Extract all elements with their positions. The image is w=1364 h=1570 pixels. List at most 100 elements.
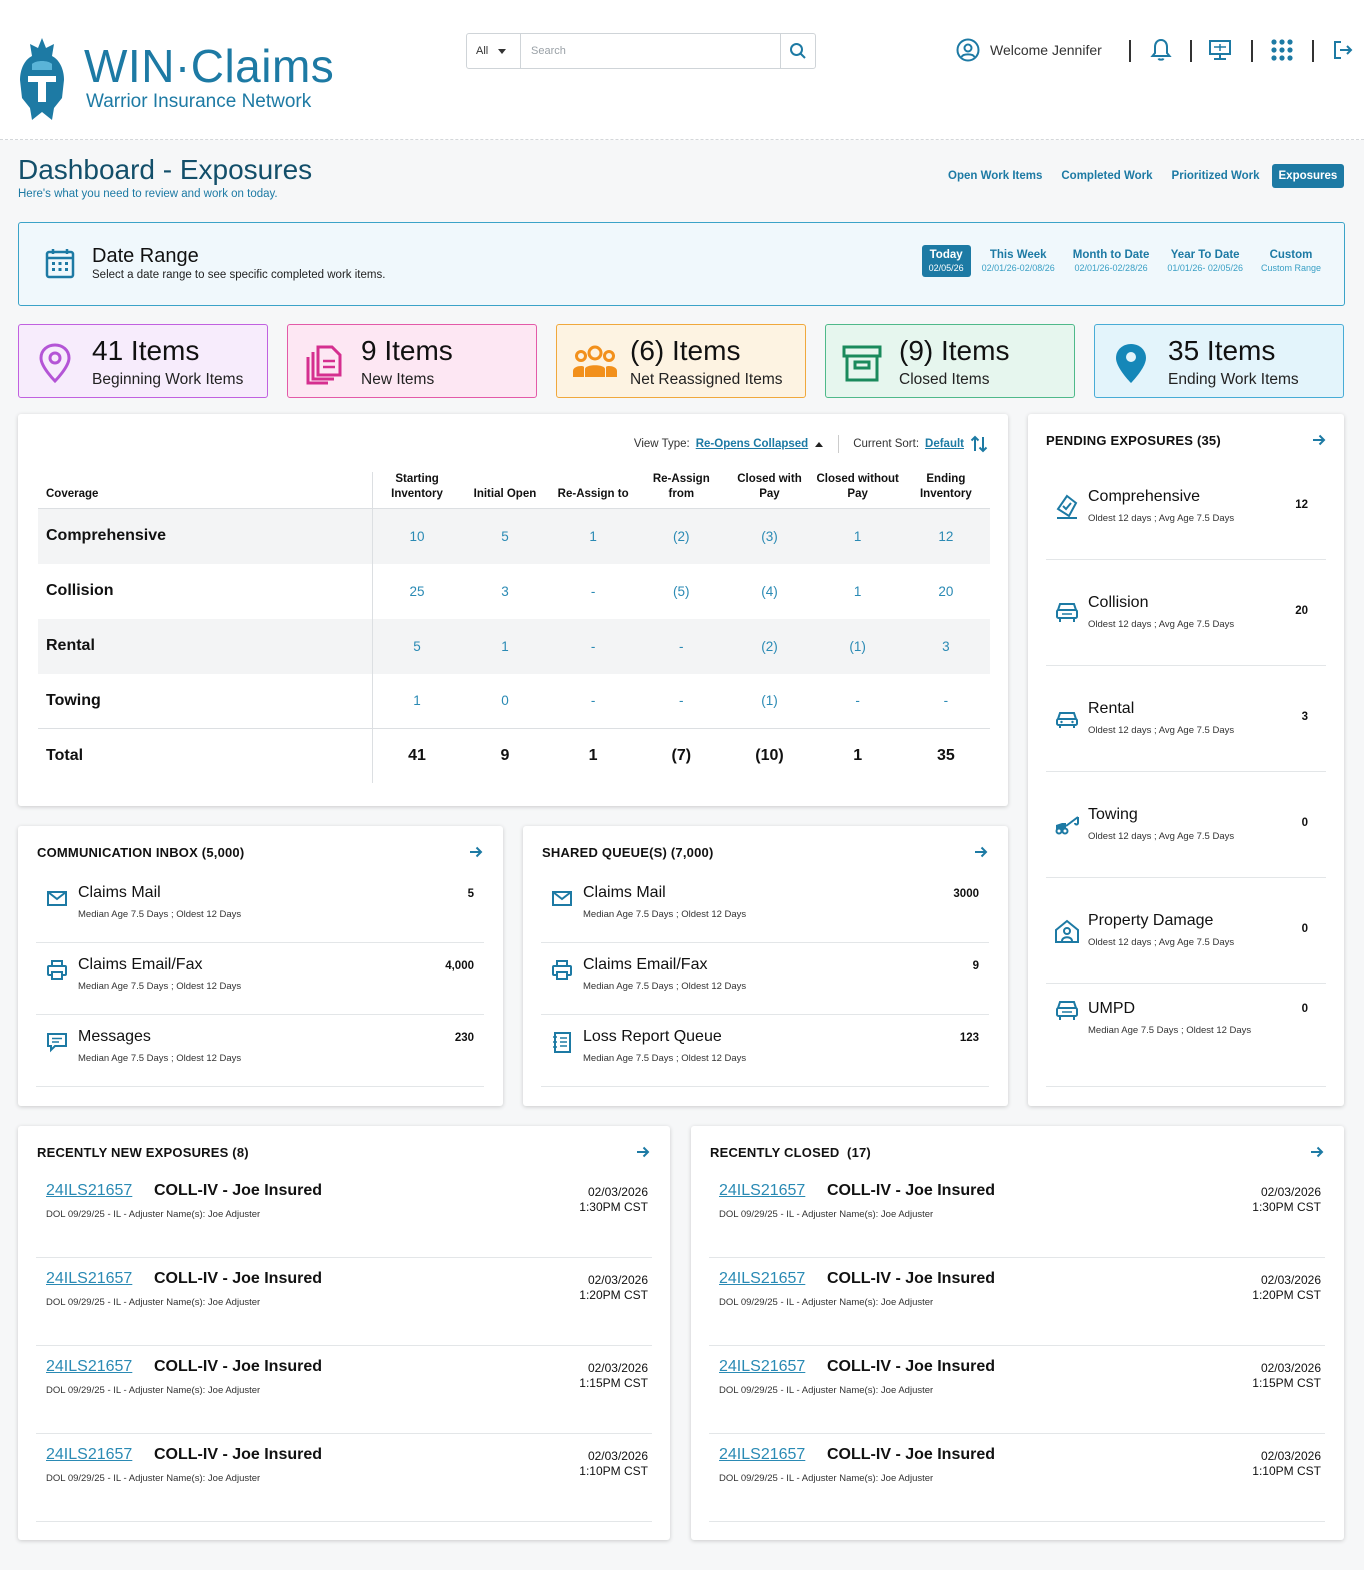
tab-exposures[interactable]: Exposures [1271,164,1345,188]
table-cell[interactable]: 1 [813,508,902,564]
stat-card-closed-items[interactable]: (9) Items Closed Items [825,324,1075,398]
card-title: RECENTLY NEW EXPOSURES (8) [37,1145,249,1160]
tab-completed-work[interactable]: Completed Work [1061,170,1153,182]
search-input[interactable] [521,34,780,68]
header-divider [1129,40,1131,62]
table-cell[interactable]: 20 [938,583,954,599]
claim-number-link[interactable]: 24ILS21657 [719,1446,806,1463]
date-option-month-to-date[interactable]: Month to Date 02/01/26-02/28/26 [1066,245,1157,277]
mail-icon [47,891,67,906]
queue-item-claims-mail[interactable]: Claims Mail Median Age 7.5 Days ; Oldest… [541,871,989,943]
pending-item-name: Property Damage [1088,912,1214,929]
arrow-right-icon[interactable] [1310,1145,1324,1159]
table-cell[interactable]: 25 [409,583,425,599]
queue-item-claims-email-fax[interactable]: Claims Email/Fax Median Age 7.5 Days ; O… [541,943,989,1015]
arrow-right-icon[interactable] [974,845,988,859]
claim-number-link[interactable]: 24ILS21657 [719,1358,806,1375]
table-cell[interactable]: 1 [460,618,550,674]
caret-up-icon[interactable] [814,440,824,448]
exposure-meta: DOL 09/29/25 - IL - Adjuster Name(s): Jo… [719,1209,934,1220]
table-cell[interactable]: - [549,618,638,674]
pending-item-umpd[interactable]: UMPD Median Age 7.5 Days ; Oldest 12 Day… [1046,984,1326,1087]
claim-number-link[interactable]: 24ILS21657 [46,1446,133,1463]
table-cell[interactable]: (2) [725,618,814,674]
inbox-item-claims-mail[interactable]: Claims Mail Median Age 7.5 Days ; Oldest… [36,871,484,943]
stat-card-ending-work-items[interactable]: 35 Items Ending Work Items [1094,324,1344,398]
sort-arrows-icon[interactable] [970,434,988,454]
stat-card-net-reassigned-items[interactable]: (6) Items Net Reassigned Items [556,324,806,398]
current-sort-toggle[interactable]: Default [925,438,964,450]
date-option-year-to-date[interactable]: Year To Date 01/01/26- 02/05/26 [1160,245,1250,277]
notifications-button[interactable] [1147,36,1175,64]
table-cell[interactable]: - [590,693,596,709]
table-cell[interactable]: (3) [725,508,814,564]
apps-grid-button[interactable] [1268,36,1296,64]
table-row: Comprehensive 10 5 1 (2) (3) 1 12 [38,508,990,564]
stat-card-beginning-work-items[interactable]: 41 Items Beginning Work Items [18,324,268,398]
table-cell[interactable]: - [855,693,860,709]
table-cell[interactable]: 3 [501,583,509,599]
table-cell[interactable]: - [679,693,684,709]
screen-share-button[interactable] [1207,36,1235,64]
claim-number-link[interactable]: 24ILS21657 [46,1182,133,1199]
table-cell[interactable]: 1 [549,508,638,564]
inbox-item-name: Claims Mail [78,884,161,901]
logout-button[interactable] [1329,36,1357,64]
pending-item-rental[interactable]: Rental Oldest 12 days ; Avg Age 7.5 Days… [1046,666,1326,772]
table-cell[interactable]: (5) [673,583,690,599]
tab-prioritized-work[interactable]: Prioritized Work [1171,170,1260,182]
pending-item-count: 3 [1301,711,1308,723]
pending-item-collision[interactable]: Collision Oldest 12 days ; Avg Age 7.5 D… [1046,560,1326,666]
table-cell[interactable]: - [637,618,726,674]
exposure-date: 02/03/2026 [587,1185,648,1199]
user-menu[interactable]: Welcome Jennifer [956,38,1102,62]
table-cell[interactable]: (1) [761,693,778,709]
table-cell[interactable]: 10 [372,508,461,564]
tab-open-work-items[interactable]: Open Work Items [948,170,1043,182]
table-cell[interactable]: 5 [460,508,550,564]
table-cell[interactable]: 1 [413,693,421,709]
exposure-title: COLL-IV - Joe Insured [827,1358,996,1375]
inbox-item-claims-email-fax[interactable]: Claims Email/Fax Median Age 7.5 Days ; O… [36,943,484,1015]
monitor-network-icon [1209,40,1231,60]
stat-card-new-items[interactable]: 9 Items New Items [287,324,537,398]
table-cell[interactable]: (4) [761,583,778,599]
table-cell[interactable]: - [590,583,596,599]
date-option-custom[interactable]: Custom Custom Range [1254,245,1328,277]
view-type-toggle[interactable]: Re-Opens Collapsed [695,438,809,450]
arrow-right-icon[interactable] [636,1145,650,1159]
exposure-time: 1:10PM CST [1252,1464,1321,1478]
date-range-subtitle: Select a date range to see specific comp… [92,269,386,281]
claim-number-link[interactable]: 24ILS21657 [719,1270,806,1287]
table-cell[interactable]: 5 [372,618,461,674]
table-cell[interactable]: 12 [901,508,990,564]
page-subtitle: Here's what you need to review and work … [18,188,278,200]
column-header: Closed with Pay [725,472,814,509]
table-cell[interactable]: 3 [901,618,990,674]
coverage-name: Towing [38,673,374,729]
stat-value: 35 Items [1168,335,1276,366]
arrow-right-icon[interactable] [469,845,483,859]
queue-item-loss-report-queue[interactable]: Loss Report Queue Median Age 7.5 Days ; … [541,1015,989,1087]
pending-item-towing[interactable]: Towing Oldest 12 days ; Avg Age 7.5 Days… [1046,772,1326,878]
table-cell[interactable]: - [943,693,949,709]
arrow-right-icon[interactable] [1312,433,1326,447]
exposure-meta: DOL 09/29/25 - IL - Adjuster Name(s): Jo… [719,1473,934,1484]
search-scope-select[interactable]: All [467,34,521,68]
date-option-today[interactable]: Today 02/05/26 [921,245,971,277]
exposure-item: 24ILS21657 COLL-IV - Joe Insured DOL 09/… [709,1170,1325,1258]
search-button[interactable] [780,34,815,68]
table-cell[interactable]: 0 [501,693,509,709]
table-cell[interactable]: 1 [853,583,862,599]
table-cell[interactable]: (1) [813,618,902,674]
date-option-this-week[interactable]: This Week 02/01/26-02/08/26 [975,245,1062,277]
claim-number-link[interactable]: 24ILS21657 [46,1358,133,1375]
inbox-item-messages[interactable]: Messages Median Age 7.5 Days ; Oldest 12… [36,1015,484,1087]
claim-number-link[interactable]: 24ILS21657 [46,1270,133,1287]
table-cell[interactable]: (2) [637,508,726,564]
pending-item-property-damage[interactable]: Property Damage Oldest 12 days ; Avg Age… [1046,878,1326,984]
inbox-item-stats: Median Age 7.5 Days ; Oldest 12 Days [78,1053,242,1064]
claim-number-link[interactable]: 24ILS21657 [719,1182,806,1199]
pending-item-comprehensive[interactable]: Comprehensive Oldest 12 days ; Avg Age 7… [1046,454,1326,560]
exposure-time: 1:15PM CST [579,1376,648,1390]
